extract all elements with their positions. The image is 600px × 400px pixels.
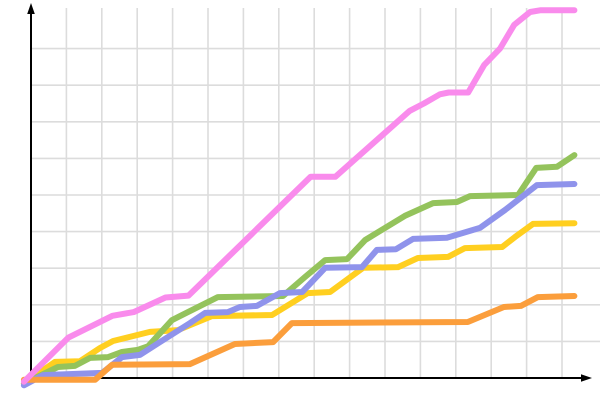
series-blue-line [20,181,578,389]
series-orange-line [20,293,578,383]
series-pink-line [20,7,578,385]
series-yellow-line [20,220,578,387]
x-axis-arrow-icon [581,374,592,382]
series-green-line [20,152,578,387]
y-axis-arrow-icon [27,3,35,14]
